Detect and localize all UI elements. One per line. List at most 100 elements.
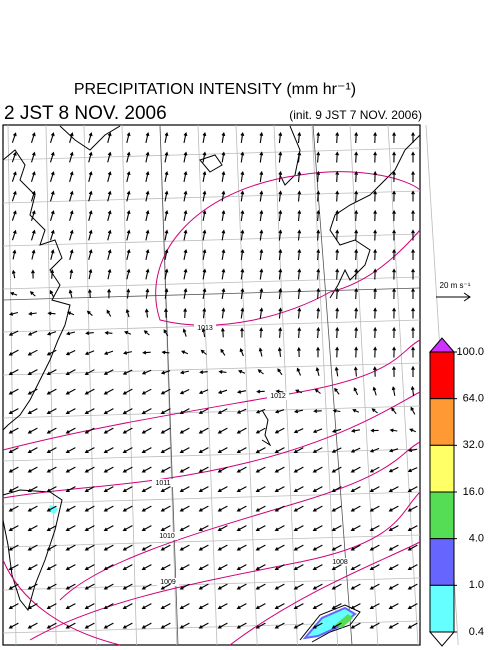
wind-arrow bbox=[297, 248, 302, 261]
wind-arrow bbox=[316, 170, 321, 183]
wind-arrow bbox=[27, 369, 38, 375]
wind-arrow bbox=[392, 268, 396, 280]
wind-arrow bbox=[407, 486, 418, 492]
wind-arrow bbox=[316, 268, 321, 280]
wind-arrow bbox=[160, 408, 171, 414]
wind-arrow bbox=[144, 308, 149, 318]
wind-arrow bbox=[369, 622, 380, 629]
wind-arrow bbox=[240, 229, 245, 241]
wind-arrow bbox=[297, 170, 302, 183]
wind-arrow bbox=[278, 170, 283, 183]
wind-arrow bbox=[198, 466, 209, 473]
wind-arrow bbox=[8, 311, 19, 316]
colorbar-segment bbox=[429, 398, 455, 446]
wind-arrow bbox=[85, 331, 94, 336]
wind-arrow bbox=[198, 505, 209, 512]
meridian bbox=[45, 124, 57, 646]
wind-arrow bbox=[145, 209, 150, 222]
wind-arrow bbox=[122, 408, 133, 414]
wind-arrow bbox=[103, 466, 114, 473]
wind-arrow bbox=[11, 171, 17, 182]
wind-arrow bbox=[350, 603, 361, 609]
parallel bbox=[2, 233, 421, 247]
wind-arrow bbox=[221, 209, 226, 221]
wind-arrow bbox=[164, 288, 169, 299]
wind-arrow bbox=[256, 389, 265, 394]
wind-arrow bbox=[354, 248, 359, 261]
isobar-label-bg bbox=[267, 392, 289, 400]
wind-arrow bbox=[65, 622, 76, 629]
wind-arrow bbox=[335, 131, 340, 144]
wind-arrow bbox=[240, 268, 245, 280]
wind-arrow bbox=[255, 408, 266, 414]
wind-arrow bbox=[334, 387, 340, 395]
wind-arrow bbox=[126, 170, 131, 183]
wind-arrow bbox=[50, 249, 55, 260]
wind-arrow bbox=[240, 249, 245, 260]
wind-arrow bbox=[236, 486, 247, 492]
wind-arrow bbox=[316, 151, 321, 163]
wind-arrow bbox=[183, 209, 188, 222]
wind-arrow bbox=[407, 603, 418, 609]
wind-arrow bbox=[69, 229, 74, 241]
wind-arrow bbox=[179, 370, 190, 375]
wind-arrow bbox=[126, 229, 131, 241]
wind-arrow bbox=[141, 583, 152, 590]
wind-arrow bbox=[88, 268, 93, 280]
wind-arrow bbox=[312, 466, 323, 473]
wind-arrow bbox=[27, 330, 38, 336]
wind-arrow bbox=[392, 229, 396, 241]
wind-arrow bbox=[8, 447, 19, 453]
wind-arrow bbox=[122, 505, 133, 512]
wind-arrow bbox=[369, 525, 380, 531]
wind-arrow bbox=[335, 326, 340, 339]
isobar-label-bg bbox=[156, 532, 178, 540]
wind-arrow bbox=[160, 564, 171, 570]
wind-arrow bbox=[8, 466, 19, 473]
wind-arrow bbox=[126, 248, 131, 261]
wind-arrow bbox=[392, 365, 396, 377]
wind-arrow bbox=[88, 151, 93, 163]
wind-arrow bbox=[46, 603, 57, 609]
wind-arrow bbox=[103, 388, 114, 395]
wind-arrow bbox=[198, 583, 209, 590]
wind-arrow bbox=[258, 347, 263, 357]
wind-arrow bbox=[354, 307, 359, 319]
wind-arrow bbox=[141, 369, 152, 375]
wind-arrow bbox=[164, 209, 169, 222]
wind-arrow bbox=[354, 170, 359, 183]
wind-arrow bbox=[84, 564, 95, 570]
wind-arrow bbox=[407, 505, 418, 512]
wind-arrow bbox=[369, 544, 380, 551]
wind-arrow bbox=[277, 347, 282, 357]
wind-arrow bbox=[295, 389, 303, 394]
wind-arrow bbox=[142, 350, 151, 355]
wind-arrow bbox=[221, 151, 226, 163]
wind-arrow bbox=[49, 190, 55, 202]
wind-arrow bbox=[88, 171, 93, 182]
parallel bbox=[2, 147, 421, 161]
wind-arrow bbox=[335, 170, 340, 183]
wind-arrow bbox=[315, 367, 320, 377]
wind-arrow bbox=[312, 603, 323, 609]
wind-arrow bbox=[411, 248, 415, 260]
isobar-label: 1012 bbox=[270, 393, 286, 400]
wind-arrow bbox=[183, 190, 188, 202]
wind-arrow bbox=[369, 486, 380, 492]
wind-arrow bbox=[66, 311, 75, 316]
wind-arrow bbox=[392, 287, 396, 300]
wind-arrow bbox=[200, 349, 207, 355]
isobar-label: 1011 bbox=[155, 480, 170, 487]
isobar-label: 1008 bbox=[332, 559, 348, 566]
meridian bbox=[83, 124, 97, 646]
isobar-labels: 1013 1012 1011 1010 1009 1008 bbox=[152, 324, 351, 586]
wind-arrow bbox=[316, 190, 321, 202]
colorbar-over bbox=[428, 337, 456, 353]
wind-arrow bbox=[240, 190, 245, 202]
wind-arrow bbox=[103, 544, 114, 551]
wind-arrow bbox=[221, 307, 226, 319]
wind-arrow bbox=[202, 131, 207, 143]
wind-arrow bbox=[31, 269, 35, 279]
wind-arrow bbox=[27, 486, 38, 492]
colorbar-segment bbox=[429, 584, 455, 633]
